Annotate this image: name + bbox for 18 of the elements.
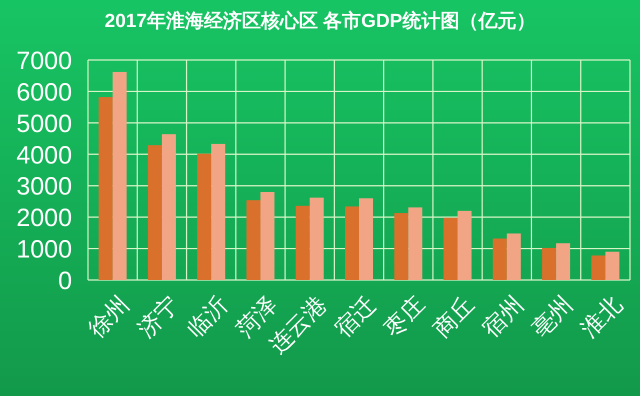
y-tick-label: 6000 [16, 78, 72, 106]
x-tick-label: 宿迁 [330, 291, 380, 342]
y-tick-label: 0 [58, 267, 72, 295]
y-tick-label: 7000 [16, 47, 72, 75]
y-tick-label: 4000 [16, 141, 72, 170]
chart-title: 2017年淮海经济区核心区 各市GDP统计图（亿元） [104, 10, 536, 32]
x-tick-label: 临沂 [182, 291, 233, 342]
y-tick-label: 2000 [16, 204, 72, 232]
x-tick-label: 淮北 [576, 291, 627, 342]
x-tick-label: 商丘 [428, 291, 479, 342]
y-tick-label: 5000 [16, 110, 72, 138]
x-tick-label: 济宁 [132, 291, 184, 342]
y-tick-label: 1000 [16, 236, 72, 264]
x-tick-label: 宿州 [477, 291, 528, 342]
x-tick-label: 亳州 [526, 291, 578, 342]
x-tick-label: 枣庄 [378, 291, 430, 342]
x-tick-label: 徐州 [83, 291, 134, 342]
y-tick-label: 3000 [16, 172, 72, 201]
